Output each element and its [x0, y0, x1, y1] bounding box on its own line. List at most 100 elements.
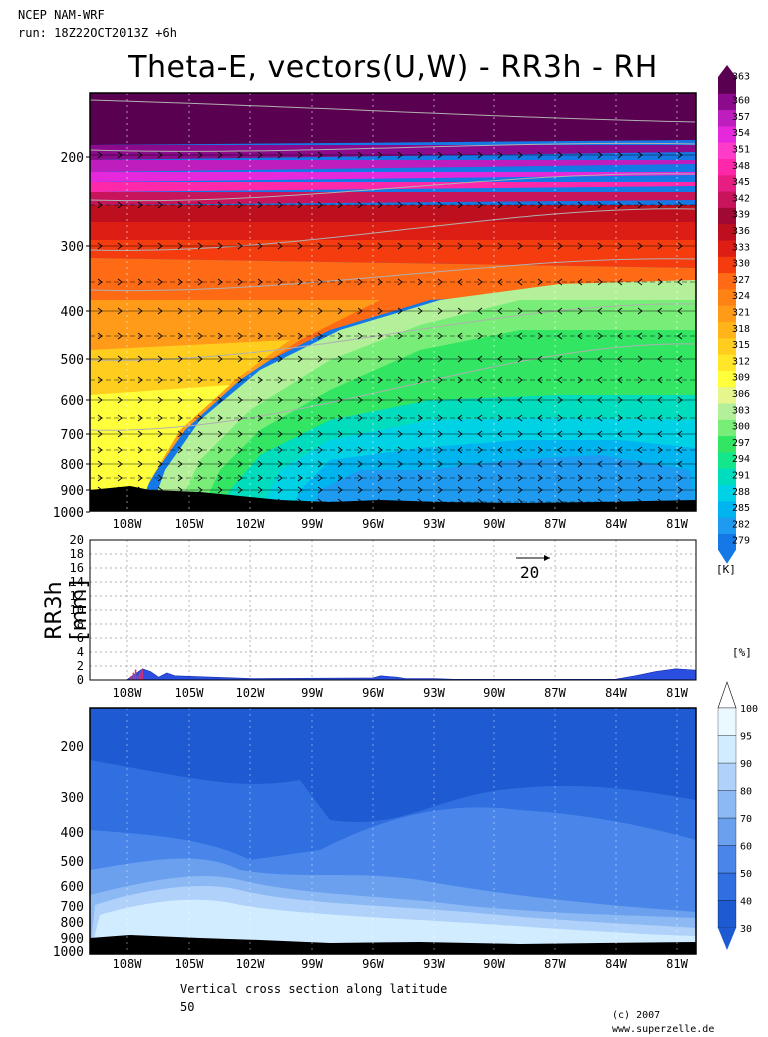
wind-vector — [377, 486, 383, 494]
wind-vector — [577, 446, 583, 454]
wind-vector — [237, 414, 243, 422]
wind-vector — [577, 396, 583, 404]
theta-colorbar-swatch — [718, 533, 736, 551]
wind-vector — [197, 460, 203, 468]
wind-vector — [97, 242, 103, 250]
wind-vector — [157, 474, 163, 482]
wind-vector — [637, 278, 643, 286]
wind-vector — [537, 278, 543, 286]
rr3h-xtick-label: 99W — [301, 686, 323, 700]
theta-colorbar-label: 354 — [732, 128, 750, 139]
wind-vector — [437, 430, 443, 438]
rh-xtick-label: 81W — [666, 957, 688, 971]
wind-vector — [657, 278, 663, 286]
theta-band-8 — [90, 240, 696, 268]
wind-vector — [357, 278, 363, 286]
wind-vector — [437, 414, 443, 422]
wind-vector — [337, 446, 343, 454]
wind-vector — [277, 414, 283, 422]
wind-vector — [637, 430, 643, 438]
wind-vector — [417, 486, 423, 494]
theta-colorbar-swatch — [718, 125, 736, 143]
wind-vector — [457, 242, 463, 250]
wind-vector — [197, 396, 203, 404]
rh-colorbar-label: 80 — [740, 787, 752, 798]
wind-vector — [617, 430, 623, 438]
wind-vector — [557, 474, 563, 482]
wind-vector — [657, 414, 663, 422]
wind-vector — [197, 201, 203, 209]
wind-vector — [297, 201, 303, 209]
rr3h-tick-label: 14 — [70, 575, 84, 589]
rr3h-tick-label: 0 — [77, 673, 84, 687]
theta-ytick-label: 600 — [61, 394, 84, 409]
wind-vector — [297, 278, 303, 286]
wind-vector — [517, 486, 523, 494]
wind-vector — [257, 355, 263, 363]
wind-vector — [657, 396, 663, 404]
wind-vector — [597, 242, 603, 250]
rh-xtick-label: 87W — [544, 957, 566, 971]
wind-vector — [377, 460, 383, 468]
wind-vector — [397, 376, 403, 384]
wind-vector — [137, 242, 143, 250]
wind-vector — [157, 396, 163, 404]
theta-colorbar-label: 360 — [732, 96, 750, 107]
wind-vector — [417, 278, 423, 286]
theta-colorbar-label: 336 — [732, 226, 750, 237]
theta-colorbar-label: 309 — [732, 373, 750, 384]
wind-vector — [377, 242, 383, 250]
wind-vector — [157, 414, 163, 422]
wind-vector — [277, 430, 283, 438]
theta-e-unit: [K] — [716, 563, 736, 576]
wind-vector — [137, 278, 143, 286]
rh-xtick-label: 96W — [362, 957, 384, 971]
rh-colorbar-label: 60 — [740, 842, 752, 853]
theta-colorbar-swatch — [718, 174, 736, 192]
rh-colorbar-label: 40 — [740, 897, 752, 908]
rh-colorbar-swatch — [717, 707, 737, 736]
wind-vector — [177, 430, 183, 438]
wind-vector — [677, 242, 683, 250]
wind-vector — [357, 474, 363, 482]
wind-vector — [577, 474, 583, 482]
wind-vector — [297, 355, 303, 363]
theta-e-panel — [90, 93, 696, 511]
wind-vector — [217, 201, 223, 209]
footer-latitude: 50 — [180, 1000, 195, 1014]
wind-vector — [97, 355, 103, 363]
wind-vector — [177, 376, 183, 384]
footer-credit: (c) 2007 www.superzelle.de — [612, 1010, 715, 1035]
theta-colorbar-label: 333 — [732, 242, 750, 253]
wind-vector — [657, 201, 663, 209]
wind-vector — [117, 474, 123, 482]
wind-vector — [317, 242, 323, 250]
wind-vector — [637, 151, 643, 159]
wind-vector — [397, 430, 403, 438]
wind-vector — [317, 430, 323, 438]
rr3h-xtick-label: 108W — [113, 686, 143, 700]
wind-vector — [537, 242, 543, 250]
rh-colorbar-swatch — [717, 872, 737, 901]
wind-vector — [557, 201, 563, 209]
wind-vector — [617, 278, 623, 286]
wind-vector — [277, 355, 283, 363]
wind-vector — [417, 201, 423, 209]
wind-vector — [577, 498, 583, 506]
wind-vector — [177, 446, 183, 454]
rr3h-area — [125, 668, 697, 681]
wind-vector — [97, 278, 103, 286]
wind-vector — [517, 201, 523, 209]
rr3h-tick-label: 8 — [77, 617, 84, 631]
wind-vector — [477, 498, 483, 506]
wind-vector — [577, 460, 583, 468]
wind-vector — [157, 151, 163, 159]
wind-vector — [377, 446, 383, 454]
wind-vector — [617, 396, 623, 404]
wind-vector — [637, 460, 643, 468]
wind-vector — [117, 460, 123, 468]
wind-vector — [657, 242, 663, 250]
wind-vector — [477, 474, 483, 482]
wind-vector — [537, 486, 543, 494]
wind-vector — [437, 201, 443, 209]
